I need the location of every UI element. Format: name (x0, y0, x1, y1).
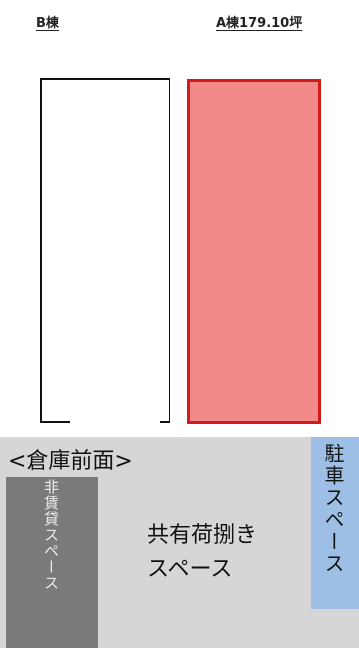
parking-space-label: 駐車スペース (321, 443, 345, 575)
parking-space: 駐車スペース (311, 437, 359, 609)
building-a-label: A棟179.10坪 (216, 16, 303, 31)
non-rental-space-label: 非賃貸スペース (42, 479, 60, 591)
warehouse-front-area: <倉庫前面> 非賃貸スペース 共有荷捌き スペース 駐車スペース (0, 437, 359, 648)
building-b-label: B棟 (36, 16, 59, 31)
non-rental-space: 非賃貸スペース (6, 477, 98, 648)
shared-loading-space-label: 共有荷捌き スペース (147, 519, 297, 587)
shared-loading-space-line1: 共有荷捌き (147, 523, 258, 548)
shared-loading-space-line2: スペース (147, 557, 233, 582)
building-b-bottom-left-edge (40, 421, 70, 423)
warehouse-front-title: <倉庫前面> (8, 449, 133, 474)
building-b-bottom-right-edge (160, 421, 170, 423)
building-b-outline (40, 78, 170, 423)
building-a-block (187, 79, 321, 424)
